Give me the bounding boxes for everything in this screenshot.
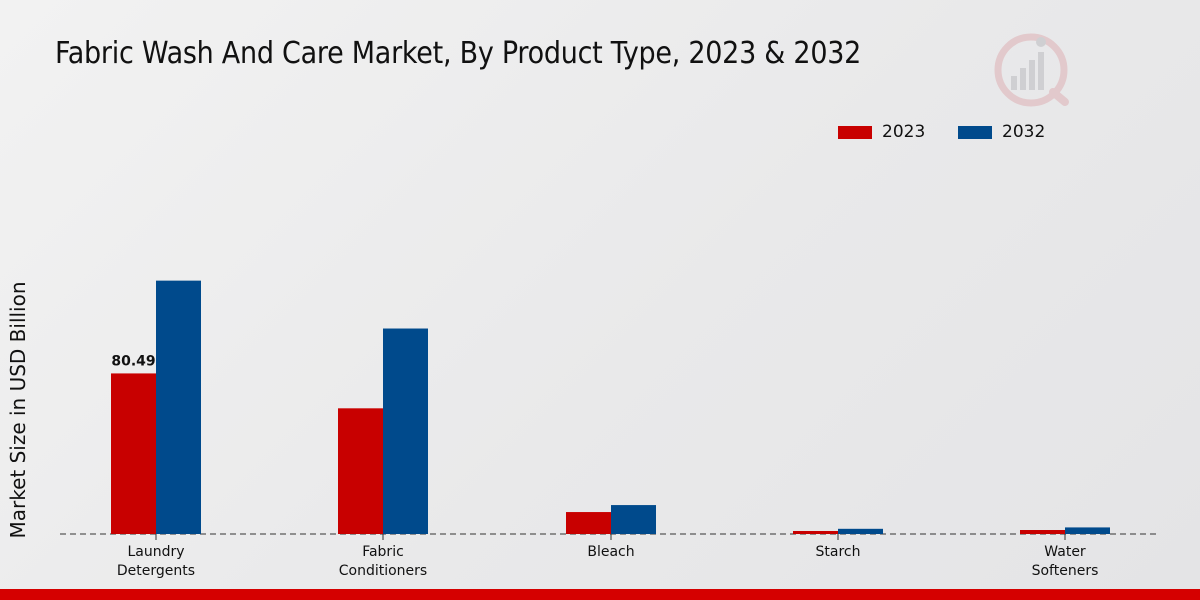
bar-2032-0 bbox=[156, 280, 201, 534]
x-tick-label-1: Fabric Conditioners bbox=[339, 544, 427, 579]
bar-2023-1 bbox=[338, 408, 383, 534]
bar-chart-watermark-icon bbox=[994, 33, 1069, 107]
bar-2023-3 bbox=[793, 531, 838, 534]
bar-2032-1 bbox=[383, 328, 428, 534]
legend-item-2032: 2032 bbox=[958, 122, 1045, 142]
x-tick-label-0: Laundry Detergents bbox=[117, 544, 195, 579]
legend-swatch-2023 bbox=[838, 125, 872, 139]
legend-swatch-2032 bbox=[958, 125, 992, 139]
legend-label-2023: 2023 bbox=[882, 122, 926, 142]
x-tick-label-2: Bleach bbox=[587, 544, 634, 560]
x-tick-label-3: Starch bbox=[816, 544, 861, 560]
legend-item-2023: 2023 bbox=[838, 122, 925, 142]
bar-2023-0 bbox=[111, 373, 156, 534]
x-tick-label-4: Water Softeners bbox=[1032, 544, 1099, 579]
bar-2023-4 bbox=[1020, 530, 1065, 534]
data-label-0-0: 80.49 bbox=[111, 353, 155, 369]
bar-2023-2 bbox=[566, 512, 611, 534]
bar-2032-2 bbox=[611, 505, 656, 534]
bar-2032-4 bbox=[1065, 527, 1110, 534]
legend-label-2032: 2032 bbox=[1002, 122, 1046, 142]
chart-title: Fabric Wash And Care Market, By Product … bbox=[55, 36, 862, 71]
bottom-accent-bar bbox=[0, 589, 1200, 600]
bar-2032-3 bbox=[838, 528, 883, 534]
